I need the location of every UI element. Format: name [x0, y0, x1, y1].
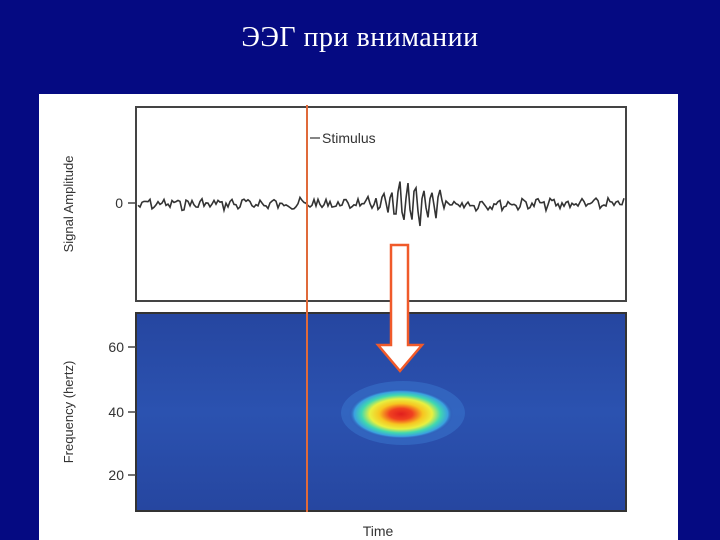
signal-amplitude-axis-label: Signal Amplitude [61, 156, 76, 253]
time-axis-label: Time [363, 523, 394, 539]
slide-title: ЭЭГ при внимании [241, 22, 479, 53]
stimulus-label: Stimulus [322, 130, 376, 146]
tick-40-label: 40 [108, 404, 124, 420]
zero-tick-label: 0 [115, 195, 123, 211]
eeg-signal-wave [137, 181, 625, 227]
eeg-figure: 0 Signal Amplitude 60 40 20 Frequency (h… [39, 94, 678, 540]
spectrogram-hot-spot [349, 389, 453, 439]
tick-60-label: 60 [108, 339, 124, 355]
frequency-axis-label: Frequency (hertz) [61, 361, 76, 464]
down-arrow-icon [375, 243, 425, 373]
tick-20-label: 20 [108, 467, 124, 483]
